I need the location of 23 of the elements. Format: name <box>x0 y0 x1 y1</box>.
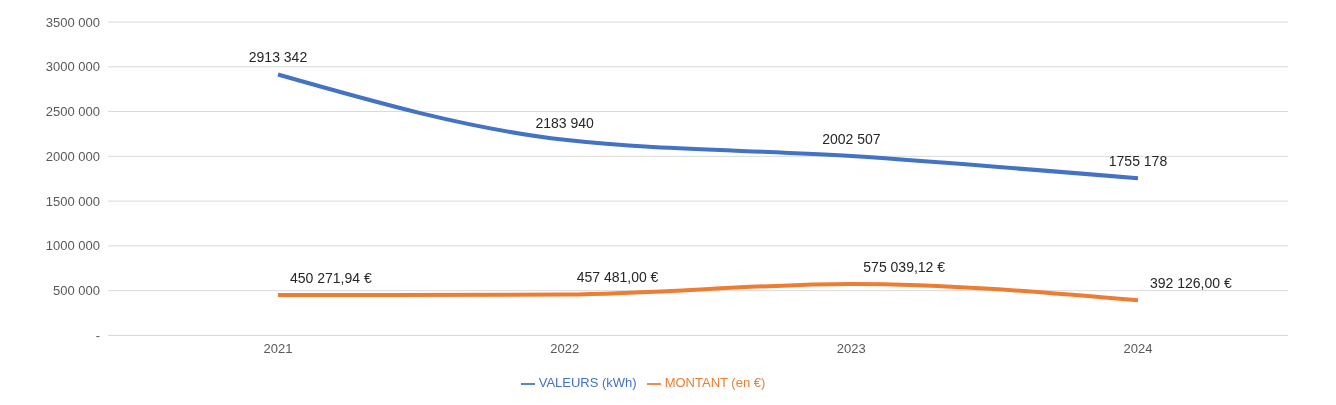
data-label: 2002 507 <box>822 130 881 147</box>
data-label: 2913 342 <box>248 49 308 66</box>
y-tick-label: 3500 000 <box>45 14 100 30</box>
legend-label: MONTANT (en €) <box>664 375 766 391</box>
data-label: 450 271,94 € <box>290 269 372 286</box>
y-tick-label: 3000 000 <box>45 59 100 75</box>
y-tick-label: 2500 000 <box>45 104 100 120</box>
data-label: 1755 178 <box>1108 152 1168 169</box>
data-label: 2183 940 <box>535 114 595 131</box>
y-tick-label: 1000 000 <box>45 238 100 254</box>
legend-label: VALEURS (kWh) <box>538 375 637 391</box>
data-label: 392 126,00 € <box>1150 275 1232 292</box>
data-label: 575 039,12 € <box>863 258 946 275</box>
y-tick-label: 2000 000 <box>45 148 100 164</box>
x-tick-label: 2024 <box>1123 340 1153 356</box>
x-tick-label: 2021 <box>263 340 293 356</box>
data-label: 457 481,00 € <box>576 269 659 286</box>
y-tick-label: - <box>95 328 100 344</box>
line-series <box>276 72 1140 181</box>
y-tick-label: 1500 000 <box>45 193 100 209</box>
x-tick-label: 2022 <box>550 340 580 356</box>
x-tick-label: 2023 <box>836 340 866 356</box>
y-tick-label: 500 000 <box>53 283 100 299</box>
